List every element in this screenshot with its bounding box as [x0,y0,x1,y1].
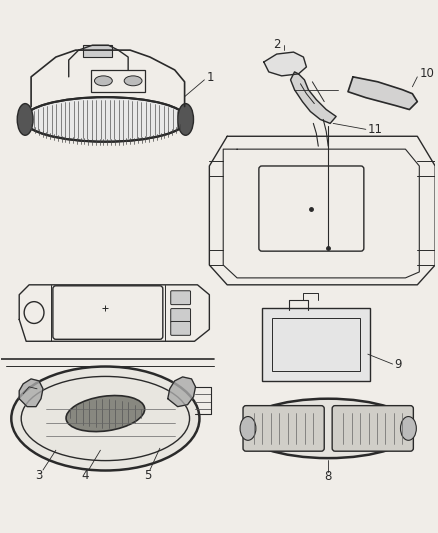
Ellipse shape [124,76,142,86]
Polygon shape [348,77,417,110]
Ellipse shape [240,416,256,440]
Text: 11: 11 [368,123,383,136]
Ellipse shape [24,97,187,142]
Text: 8: 8 [325,471,332,483]
Polygon shape [19,379,43,407]
Polygon shape [264,52,307,76]
Text: 9: 9 [395,358,402,370]
Ellipse shape [95,76,112,86]
Text: 4: 4 [82,470,89,482]
Ellipse shape [241,399,415,458]
FancyBboxPatch shape [83,45,112,57]
Text: 5: 5 [144,470,152,482]
Text: 1: 1 [206,71,214,84]
Ellipse shape [17,103,33,135]
Polygon shape [290,72,336,124]
FancyBboxPatch shape [332,406,413,451]
FancyBboxPatch shape [171,291,191,305]
Ellipse shape [178,103,194,135]
FancyBboxPatch shape [262,308,370,381]
Text: 3: 3 [35,470,43,482]
Polygon shape [168,377,195,407]
FancyBboxPatch shape [243,406,324,451]
Ellipse shape [66,395,145,432]
FancyBboxPatch shape [171,321,191,335]
Text: 2: 2 [273,38,280,51]
Text: 10: 10 [419,67,434,80]
Ellipse shape [400,416,417,440]
Ellipse shape [11,367,199,471]
FancyBboxPatch shape [171,309,191,322]
